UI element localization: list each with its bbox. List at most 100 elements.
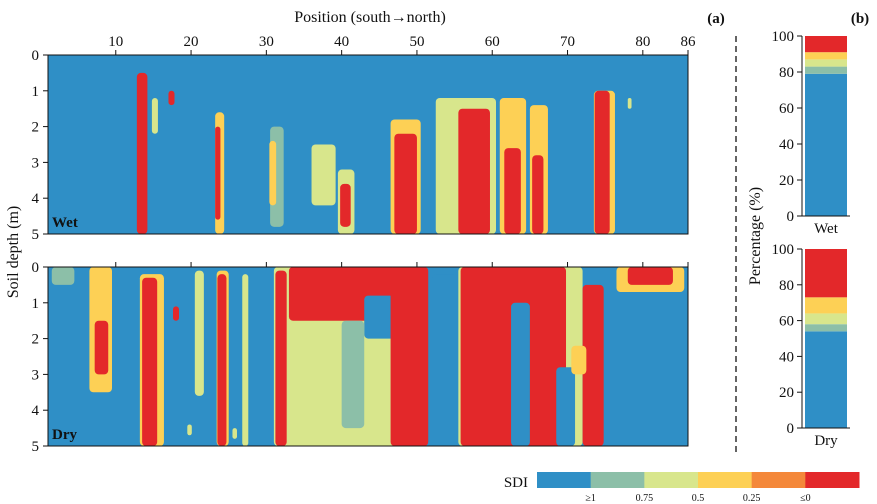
- y-tick-label: 0: [32, 260, 40, 276]
- y-tick-label: 4: [32, 403, 40, 419]
- dry-heatmap: [48, 267, 688, 446]
- legend-tick-label: ≤0: [800, 493, 811, 504]
- sdi-patch: [275, 270, 287, 446]
- panel-frame: [47, 266, 689, 447]
- sdi-patch: [627, 267, 673, 285]
- legend-tick-label: ≥1: [585, 493, 596, 504]
- sdi-patch: [151, 97, 158, 134]
- sdi-patch: [94, 320, 109, 375]
- b-y-tick-label: 60: [779, 101, 794, 117]
- bar-segment: [805, 36, 847, 53]
- axes-a: 0 1 2 3 4 5 Wet 0 1 2 3 4 5 Dry 10 20 30 40 50 60 70 80 86: [32, 34, 697, 455]
- sdi-patch: [215, 126, 221, 220]
- bar-segment: [805, 66, 847, 74]
- sdi-patch: [364, 295, 395, 339]
- sdi-patch: [242, 274, 249, 446]
- y-tick-label: 0: [32, 48, 40, 64]
- legend-swatch: [751, 472, 806, 488]
- legend-swatch: [805, 472, 860, 488]
- sdi-patch: [556, 367, 576, 446]
- legend-title: SDI: [504, 475, 528, 491]
- sdi-patch: [340, 183, 351, 227]
- sdi-patch: [594, 90, 610, 234]
- b-y-tick-label: 60: [779, 314, 794, 330]
- panel-label-wet: Wet: [52, 215, 78, 231]
- sdi-patch: [142, 277, 158, 446]
- sdi-patch: [582, 284, 604, 446]
- b-y-tick-label: 20: [779, 173, 794, 189]
- x-tick-label: 40: [334, 34, 349, 50]
- sdi-patch: [432, 274, 459, 446]
- x-axis-label: Position (south→north): [294, 9, 446, 26]
- b-y-tick-label: 100: [772, 242, 795, 258]
- sdi-patch: [194, 270, 204, 396]
- sdi-patch: [269, 140, 277, 206]
- bar-segment: [805, 73, 847, 216]
- b-y-tick-label: 40: [779, 349, 794, 365]
- b-y-tick-label: 80: [779, 65, 794, 81]
- sdi-patch: [511, 302, 530, 446]
- sdi-patch: [172, 306, 180, 321]
- b-y-tick-label: 100: [772, 29, 795, 45]
- sdi-patch: [168, 90, 175, 106]
- y-tick-label: 4: [32, 191, 40, 207]
- legend-swatch: [590, 472, 645, 488]
- x-tick-label: 80: [635, 34, 650, 50]
- sdi-patch: [390, 267, 429, 446]
- sdi-patch: [51, 267, 75, 285]
- bar-segment: [805, 52, 847, 60]
- y-tick-label: 5: [32, 439, 40, 455]
- sdi-patch: [627, 97, 632, 109]
- bar-segment: [805, 297, 847, 314]
- sdi-patch: [394, 133, 417, 234]
- x-tick-label: 10: [108, 34, 123, 50]
- legend-tick-label: 0.75: [636, 493, 654, 504]
- y-tick-label: 3: [32, 155, 40, 171]
- x-tick-label: 70: [560, 34, 575, 50]
- bar-segment: [805, 249, 847, 298]
- y-tick-label: 1: [32, 84, 40, 100]
- panel-frame: [47, 54, 689, 235]
- bar-segment: [805, 59, 847, 67]
- wet-heatmap: [48, 55, 688, 235]
- b-y-tick-label: 20: [779, 385, 794, 401]
- legend-tick-label: 0.5: [692, 493, 705, 504]
- x-tick-label: 60: [485, 34, 500, 50]
- b-y-tick-label: 0: [787, 421, 795, 437]
- heatmap-background: [48, 55, 688, 234]
- b-y-tick-label: 80: [779, 278, 794, 294]
- sdi-patch: [187, 424, 192, 436]
- y-tick-label: 3: [32, 367, 40, 383]
- panel-label-a: (a): [707, 11, 725, 27]
- legend-swatch: [537, 472, 592, 488]
- y-tick-label: 1: [32, 296, 40, 312]
- sdi-patch: [504, 148, 521, 234]
- legend-swatch: [698, 472, 753, 488]
- panel-label-b: (b): [851, 11, 869, 27]
- category-label: Wet: [814, 221, 839, 237]
- b-y-tick-label: 0: [787, 209, 795, 225]
- bar-segment: [805, 313, 847, 325]
- sdi-patch: [571, 345, 587, 375]
- sdi-patch: [232, 428, 237, 439]
- category-label: Dry: [814, 433, 838, 449]
- sdi-patch: [136, 72, 148, 235]
- legend-tick-label: 0.25: [743, 493, 761, 504]
- sdi-patch: [532, 155, 544, 234]
- y-tick-label: 5: [32, 227, 40, 243]
- sdi-patch: [217, 274, 227, 446]
- bar-segment: [805, 331, 847, 428]
- x-tick-label: 86: [681, 34, 697, 50]
- b-y-axis-label: Percentage (%): [747, 187, 764, 285]
- x-tick-label: 20: [184, 34, 199, 50]
- y-axis-label: Soil depth (m): [5, 206, 22, 298]
- x-tick-label: 50: [409, 34, 424, 50]
- sdi-patch: [341, 320, 365, 429]
- legend-swatch: [644, 472, 699, 488]
- stacked-bars: 0 20 40 60 80 100 Wet 0 20 40 60 80 100 Dry: [772, 29, 850, 449]
- bar-segment: [805, 324, 847, 332]
- x-tick-label: 30: [259, 34, 274, 50]
- panel-label-dry: Dry: [52, 427, 77, 443]
- b-y-tick-label: 40: [779, 137, 794, 153]
